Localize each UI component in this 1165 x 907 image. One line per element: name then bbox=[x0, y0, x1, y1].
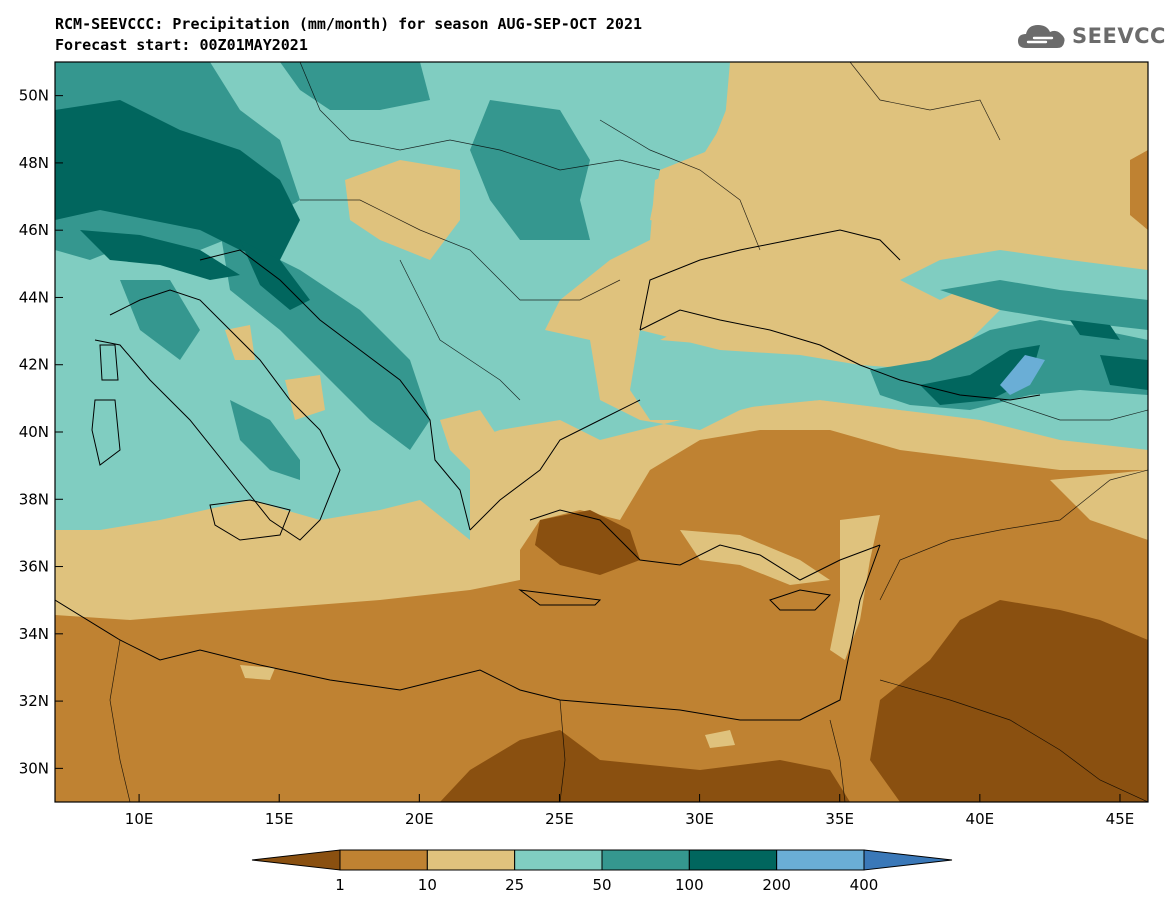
precipitation-field bbox=[55, 62, 1148, 802]
colorbar-swatch bbox=[339, 849, 428, 871]
lon-label: 40E bbox=[966, 810, 995, 828]
colorbar-label: 1 bbox=[335, 876, 345, 894]
colorbar-swatch bbox=[514, 849, 603, 871]
lon-label: 25E bbox=[545, 810, 574, 828]
lat-label: 38N bbox=[19, 490, 49, 508]
colorbar-label: 200 bbox=[762, 876, 791, 894]
lat-label: 48N bbox=[19, 154, 49, 172]
latitude-axis: 50N 48N 46N 44N 42N 40N 38N 36N 34N 32N 30N bbox=[19, 87, 63, 777]
cloud-logo-icon bbox=[1018, 25, 1065, 48]
lat-label: 40N bbox=[19, 423, 49, 441]
lat-label: 50N bbox=[19, 87, 49, 105]
forecast-start-label: Forecast start: 00Z01MAY2021 bbox=[55, 36, 308, 54]
colorbar-label: 10 bbox=[418, 876, 437, 894]
colorbar-swatch bbox=[426, 849, 516, 871]
colorbar-label: 50 bbox=[592, 876, 611, 894]
colorbar-low-arrow bbox=[251, 849, 341, 871]
lon-label: 35E bbox=[825, 810, 854, 828]
lon-label: 15E bbox=[265, 810, 294, 828]
colorbar: 1 10 25 50 100 200 400 bbox=[251, 849, 953, 894]
colorbar-swatch bbox=[776, 849, 865, 871]
lat-label: 44N bbox=[19, 288, 49, 306]
lat-label: 32N bbox=[19, 692, 49, 710]
colorbar-swatch bbox=[688, 849, 778, 871]
lat-label: 42N bbox=[19, 356, 49, 374]
lon-label: 20E bbox=[405, 810, 434, 828]
seevccc-logo: SEEVCCC bbox=[1016, 20, 1165, 52]
map-title: RCM-SEEVCCC: Precipitation (mm/month) fo… bbox=[55, 15, 642, 33]
colorbar-label: 400 bbox=[850, 876, 879, 894]
lon-label: 10E bbox=[125, 810, 154, 828]
colorbar-label: 25 bbox=[505, 876, 524, 894]
colorbar-high-arrow bbox=[863, 849, 953, 871]
colorbar-swatch bbox=[601, 849, 690, 871]
lat-label: 36N bbox=[19, 558, 49, 576]
coastlines bbox=[55, 229, 1041, 721]
lat-label: 46N bbox=[19, 221, 49, 239]
lon-label: 45E bbox=[1106, 810, 1135, 828]
logo-text: SEEVCCC bbox=[1072, 24, 1165, 48]
lat-label: 30N bbox=[19, 759, 49, 777]
lon-label: 30E bbox=[685, 810, 714, 828]
lat-label: 34N bbox=[19, 625, 49, 643]
longitude-axis: 10E 15E 20E 25E 30E 35E 40E 45E bbox=[125, 794, 1134, 828]
country-borders bbox=[109, 62, 1148, 802]
colorbar-label: 100 bbox=[675, 876, 704, 894]
